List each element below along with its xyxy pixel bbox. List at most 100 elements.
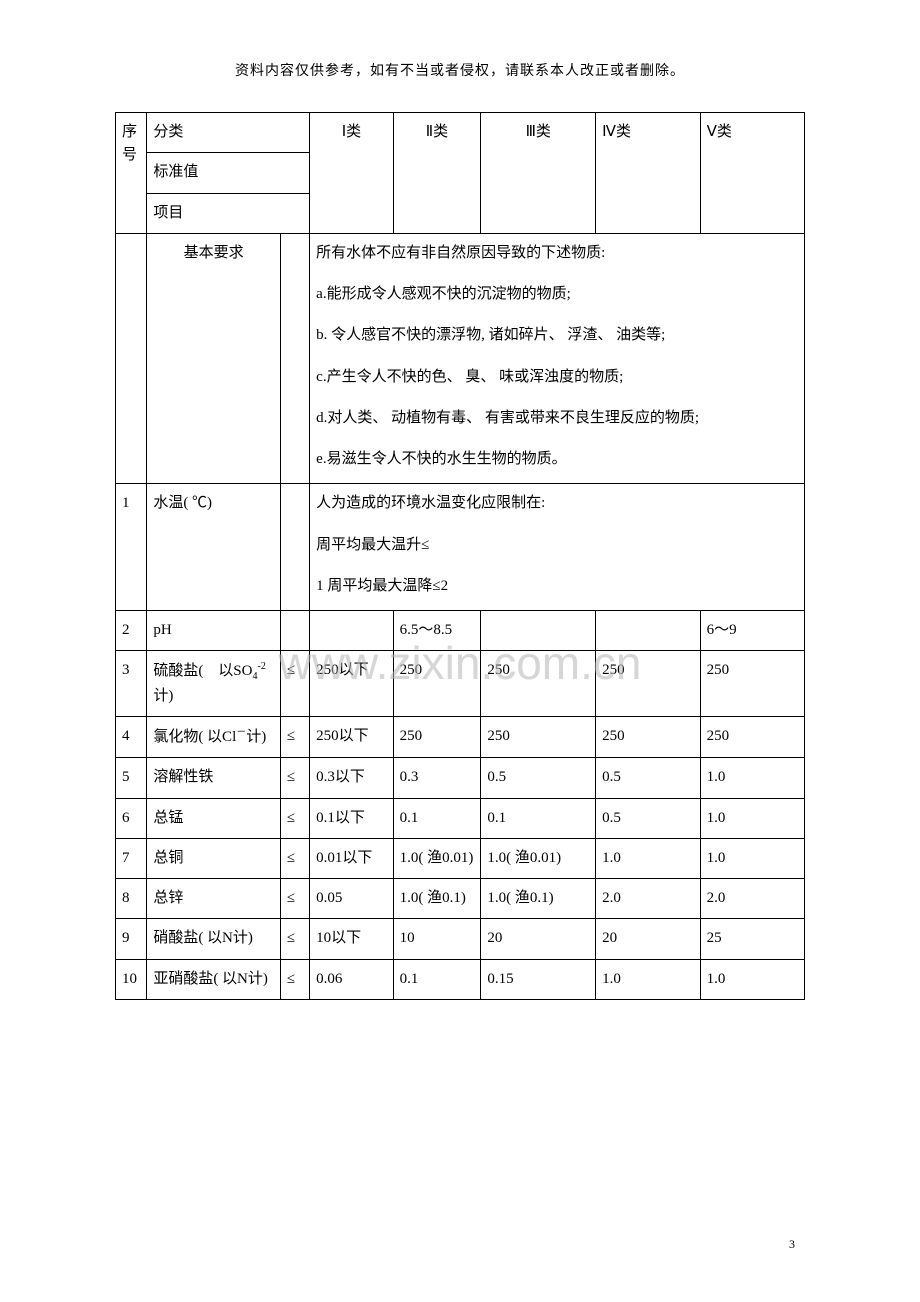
cell-seq: 4	[116, 717, 147, 758]
table-row: 5 溶解性铁 ≤ 0.3以下 0.3 0.5 0.5 1.0	[116, 758, 805, 798]
cell-c3: 0.15	[481, 959, 596, 999]
cell-name: 总铜	[147, 838, 281, 878]
cell-c1: 0.05	[310, 879, 394, 919]
cell-seq: 1	[116, 484, 147, 611]
table-row: 9 硝酸盐( 以N计) ≤ 10以下 10 20 20 25	[116, 919, 805, 959]
cell-c2: 1.0( 渔0.1)	[393, 879, 481, 919]
cell-name: 水温( ℃)	[147, 484, 281, 611]
cell-c5: 2.0	[700, 879, 804, 919]
cell-c2: 250	[393, 717, 481, 758]
cell-c4: 2.0	[596, 879, 700, 919]
head-c1: Ⅰ类	[310, 113, 394, 234]
cell-c2: 0.1	[393, 798, 481, 838]
cell-c3: 0.1	[481, 798, 596, 838]
cell-seq: 2	[116, 611, 147, 651]
table-row: 4 氯化物( 以Cl－计) ≤ 250以下 250 250 250 250	[116, 717, 805, 758]
cell-c1: 10以下	[310, 919, 394, 959]
table-row: 6 总锰 ≤ 0.1以下 0.1 0.1 0.5 1.0	[116, 798, 805, 838]
cell-row1-content: 人为造成的环境水温变化应限制在: 周平均最大温升≤ 1 周平均最大温降≤2	[310, 484, 805, 611]
cell-c3: 20	[481, 919, 596, 959]
basic-a: a.能形成令人感观不快的沉淀物的物质;	[316, 283, 798, 306]
table-row: 2 pH 6.5～8.5 6～9	[116, 611, 805, 651]
basic-intro: 所有水体不应有非自然原因导致的下述物质:	[316, 242, 798, 265]
cell-c5: 1.0	[700, 798, 804, 838]
table-row: 10 亚硝酸盐( 以N计) ≤ 0.06 0.1 0.15 1.0 1.0	[116, 959, 805, 999]
cell-c1: 0.3以下	[310, 758, 394, 798]
table-row: 8 总锌 ≤ 0.05 1.0( 渔0.1) 1.0( 渔0.1) 2.0 2.…	[116, 879, 805, 919]
head-seq: 序号	[116, 113, 147, 234]
cell-name: 溶解性铁	[147, 758, 281, 798]
table-row: 7 总铜 ≤ 0.01以下 1.0( 渔0.01) 1.0( 渔0.01) 1.…	[116, 838, 805, 878]
cell-c5: 25	[700, 919, 804, 959]
cell-op	[280, 611, 309, 651]
cell-seq: 9	[116, 919, 147, 959]
cell-name: 氯化物( 以Cl－计)	[147, 717, 281, 758]
cell-c4	[596, 611, 700, 651]
cell-name: 硫酸盐( 以SO4-2计)	[147, 651, 281, 717]
cell-c1: 0.01以下	[310, 838, 394, 878]
cell-c2: 1.0( 渔0.01)	[393, 838, 481, 878]
cell-op: ≤	[280, 879, 309, 919]
standards-table: 序号 分类 Ⅰ类 Ⅱ类 Ⅲ类 Ⅳ类 Ⅴ类 标准值 项目 基本要求 所有水体不应有…	[115, 112, 805, 1000]
head-c2: Ⅱ类	[393, 113, 481, 234]
cell-c2: 0.1	[393, 959, 481, 999]
cell-c3: 1.0( 渔0.01)	[481, 838, 596, 878]
cell-c3: 0.5	[481, 758, 596, 798]
cell-c4: 250	[596, 717, 700, 758]
cell-c1	[310, 611, 394, 651]
cell-seq: 6	[116, 798, 147, 838]
cell-op: ≤	[280, 651, 309, 717]
basic-c: c.产生令人不快的色、 臭、 味或浑浊度的物质;	[316, 366, 798, 389]
cell-c4: 20	[596, 919, 700, 959]
cell-c5: 1.0	[700, 838, 804, 878]
cell-c4: 1.0	[596, 838, 700, 878]
cell-c4: 1.0	[596, 959, 700, 999]
head-c3: Ⅲ类	[481, 113, 596, 234]
cell-seq-basic	[116, 233, 147, 484]
cell-c5: 250	[700, 651, 804, 717]
cell-name: 亚硝酸盐( 以N计)	[147, 959, 281, 999]
cell-c1: 0.1以下	[310, 798, 394, 838]
head-cat-bot: 项目	[147, 193, 310, 233]
cell-c3: 250	[481, 651, 596, 717]
cell-basic-label: 基本要求	[147, 233, 281, 484]
cell-c2: 0.3	[393, 758, 481, 798]
cell-c4: 250	[596, 651, 700, 717]
cell-op: ≤	[280, 838, 309, 878]
page-number: 3	[789, 1237, 795, 1252]
cell-op: ≤	[280, 919, 309, 959]
head-c5: Ⅴ类	[700, 113, 804, 234]
header-note: 资料内容仅供参考，如有不当或者侵权，请联系本人改正或者删除。	[115, 60, 805, 80]
cell-c4: 0.5	[596, 798, 700, 838]
table-header-row: 序号 分类 Ⅰ类 Ⅱ类 Ⅲ类 Ⅳ类 Ⅴ类	[116, 113, 805, 153]
table-row: 1 水温( ℃) 人为造成的环境水温变化应限制在: 周平均最大温升≤ 1 周平均…	[116, 484, 805, 611]
basic-b: b. 令人感官不快的漂浮物, 诸如碎片、 浮渣、 油类等;	[316, 324, 798, 347]
basic-e: e.易滋生令人不快的水生生物的物质。	[316, 448, 798, 471]
cell-basic-content: 所有水体不应有非自然原因导致的下述物质: a.能形成令人感观不快的沉淀物的物质;…	[310, 233, 805, 484]
row1-text1: 人为造成的环境水温变化应限制在:	[316, 492, 798, 515]
cell-c1: 250以下	[310, 651, 394, 717]
cell-name: 总锌	[147, 879, 281, 919]
cell-seq: 10	[116, 959, 147, 999]
row1-text2: 周平均最大温升≤	[316, 534, 798, 557]
cell-name: 硝酸盐( 以N计)	[147, 919, 281, 959]
cell-seq: 5	[116, 758, 147, 798]
cell-op	[280, 484, 309, 611]
table-row: 3 硫酸盐( 以SO4-2计) ≤ 250以下 250 250 250 250	[116, 651, 805, 717]
cell-op: ≤	[280, 959, 309, 999]
head-cat-top: 分类	[147, 113, 310, 153]
cell-c3	[481, 611, 596, 651]
cell-seq: 3	[116, 651, 147, 717]
cell-c5: 6～9	[700, 611, 804, 651]
cell-op: ≤	[280, 758, 309, 798]
cell-name: pH	[147, 611, 281, 651]
cell-c5: 1.0	[700, 758, 804, 798]
cell-c3: 250	[481, 717, 596, 758]
cell-c1: 0.06	[310, 959, 394, 999]
cell-c5: 250	[700, 717, 804, 758]
row1-text3: 1 周平均最大温降≤2	[316, 575, 798, 598]
head-c4: Ⅳ类	[596, 113, 700, 234]
cell-op-basic	[280, 233, 309, 484]
cell-c2: 250	[393, 651, 481, 717]
cell-c3: 1.0( 渔0.1)	[481, 879, 596, 919]
